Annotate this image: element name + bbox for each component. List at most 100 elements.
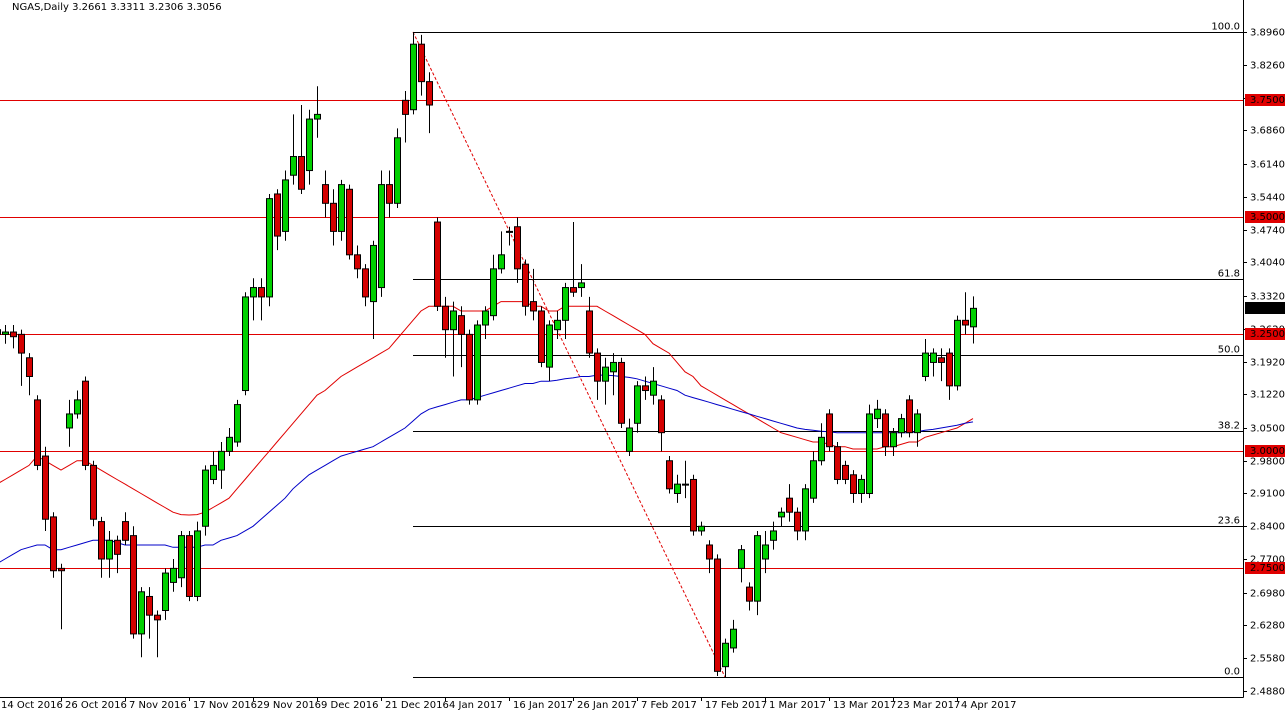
candle-body (378, 184, 385, 289)
candle-body (602, 366, 609, 382)
y-tick-label: 3.1220 (1250, 390, 1285, 401)
fib-label: 100.0 (1211, 22, 1240, 33)
candle-body (786, 497, 793, 513)
candle-body (530, 301, 537, 312)
candle-body (626, 427, 633, 452)
candle-body (730, 628, 737, 649)
candle-body (202, 469, 209, 527)
candle-body (146, 595, 153, 616)
candle-body (794, 511, 801, 532)
candle-body (338, 184, 345, 232)
candle-body (826, 413, 833, 448)
candle-body (578, 282, 585, 289)
candle-body (26, 357, 33, 377)
x-tick-label: 23 Mar 2017 (897, 700, 960, 711)
candle-body (658, 399, 665, 434)
candle-body (562, 287, 569, 321)
x-tick-label: 21 Dec 2016 (385, 700, 449, 711)
candle-body (210, 464, 217, 480)
y-tick-label: 3.6140 (1250, 160, 1285, 171)
level-tag-label: 3.7500 (1250, 95, 1285, 106)
level-tag (1245, 445, 1285, 457)
x-tick-label: 29 Nov 2016 (257, 700, 321, 711)
candle-body (882, 413, 889, 448)
candle-body (410, 43, 417, 111)
candle-body (258, 287, 265, 298)
candle-body (954, 319, 961, 387)
candle-body (402, 99, 409, 115)
candle-body (138, 591, 145, 635)
candle-body (418, 43, 425, 83)
chart-title: NGAS,Daily 3.2661 3.3311 3.2306 3.3056 (12, 2, 222, 13)
candle-body (506, 230, 513, 233)
candle-body (106, 539, 113, 560)
candle-body (482, 310, 489, 326)
y-tick-label: 2.6280 (1250, 621, 1285, 632)
y-tick-label: 2.5580 (1250, 654, 1285, 665)
candle-body (930, 352, 937, 363)
candle-body (58, 567, 65, 572)
candle-body (890, 432, 897, 448)
candle-body (434, 221, 441, 307)
candle-body (322, 184, 329, 204)
last-price-tag (1245, 302, 1285, 314)
candle-body (514, 226, 521, 270)
candle-body (394, 137, 401, 204)
candle-body (426, 81, 433, 106)
candle-body (938, 357, 945, 363)
candle-body (162, 572, 169, 612)
candle-body (914, 413, 921, 434)
candle-body (34, 399, 41, 466)
candle-body (610, 361, 617, 373)
candle-body (970, 307, 977, 328)
candle-body (50, 516, 57, 572)
candle-body (42, 455, 49, 520)
candle-body (18, 333, 25, 354)
candle-body (570, 287, 577, 293)
level-tag (1245, 562, 1285, 574)
candle-body (634, 385, 641, 424)
candle-body (754, 535, 761, 602)
candle-body (250, 287, 257, 298)
candle-body (746, 586, 753, 602)
candle-body (842, 464, 849, 480)
candle-body (98, 521, 105, 560)
candle-body (650, 380, 657, 396)
x-tick-label: 4 Jan 2017 (449, 700, 503, 711)
candle-body (770, 530, 777, 541)
candle-body (354, 254, 361, 270)
fib-label: 50.0 (1218, 345, 1240, 356)
candle-body (346, 188, 353, 256)
candle-body (226, 436, 233, 452)
candle-body (122, 521, 129, 541)
y-tick-label: 3.5440 (1250, 193, 1285, 204)
candle-body (442, 305, 449, 331)
candle-body (674, 483, 681, 494)
y-tick-label: 3.6860 (1250, 126, 1285, 137)
candle-body (282, 179, 289, 232)
candle-body (0, 329, 1, 335)
candle-body (642, 385, 649, 392)
x-tick-label: 13 Mar 2017 (833, 700, 896, 711)
y-tick-label: 2.8400 (1250, 522, 1285, 533)
candle-body (858, 478, 865, 494)
candle-body (810, 460, 817, 499)
candle-body (2, 331, 9, 335)
candle-body (682, 483, 689, 486)
candle-body (898, 418, 905, 434)
level-tag (1245, 211, 1285, 223)
candle-body (10, 331, 17, 338)
level-tag-label: 3.2500 (1250, 329, 1285, 340)
candle-body (370, 244, 377, 303)
candle-body (242, 296, 249, 392)
candle-body (194, 530, 201, 597)
candle-body (698, 525, 705, 532)
candle-body (130, 535, 137, 635)
candle-body (850, 474, 857, 494)
candle-body (274, 193, 281, 237)
candle-body (90, 464, 97, 520)
x-tick-label: 7 Nov 2016 (129, 700, 187, 711)
fib-label: 0.0 (1224, 667, 1240, 678)
